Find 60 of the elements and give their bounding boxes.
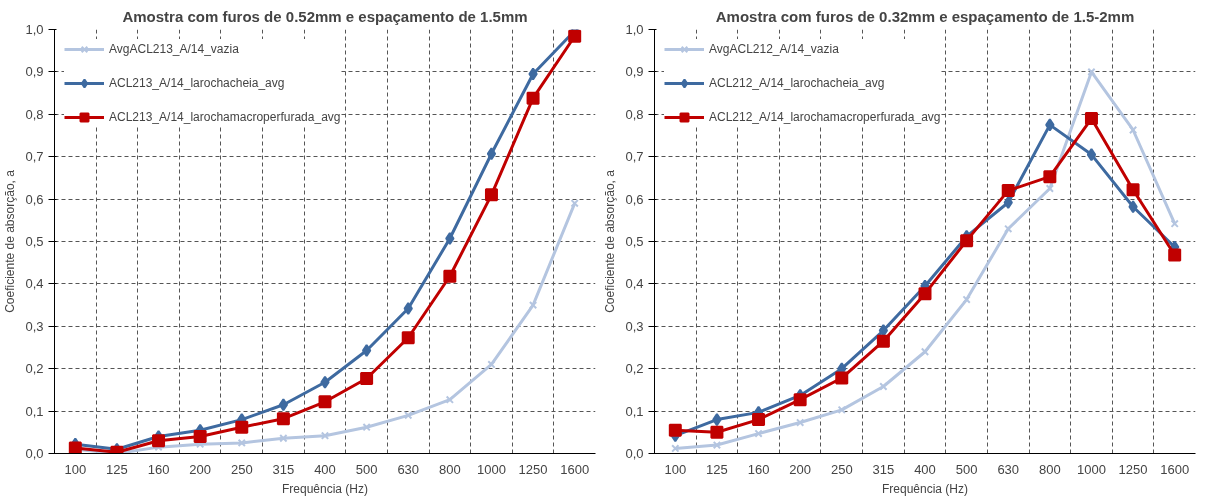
x-tick-label: 200 [789, 461, 812, 477]
y-tick-label: 0,5 [25, 234, 44, 249]
y-tick-label: 0,7 [25, 149, 44, 165]
y-tick-label: 0,1 [625, 403, 644, 419]
x-tick-label: 630 [997, 461, 1020, 477]
x-tick-label: 630 [397, 461, 420, 477]
x-tick-label: 1000 [1077, 461, 1106, 477]
y-tick-label: 0,6 [625, 191, 644, 207]
x-tick-label: 125 [706, 461, 728, 477]
x-tick-label: 100 [64, 461, 87, 477]
x-tick-label: 125 [106, 461, 128, 477]
x-tick-label: 100 [664, 461, 687, 477]
legend-label: AvgACL212_A/14_vazia [709, 42, 839, 56]
legend-label: ACL212_A/14_larochamacroperfurada_avg [709, 110, 941, 124]
x-tick-label: 315 [272, 461, 295, 477]
x-tick-label: 1000 [477, 461, 506, 477]
y-tick-label: 0,3 [625, 318, 644, 334]
x-tick-label: 800 [439, 461, 461, 477]
x-axis-title: Frequência (Hz) [281, 481, 369, 496]
x-tick-label: 160 [747, 461, 770, 477]
chart-title: Amostra com furos de 0.32mm e espaçamento de 1.5-2mm [715, 7, 1135, 25]
y-tick-label: 0,4 [25, 276, 44, 292]
x-tick-label: 160 [147, 461, 170, 477]
y-tick-label: 0,0 [625, 446, 644, 461]
y-tick-label: 0,9 [25, 64, 44, 80]
y-tick-label: 0,0 [25, 446, 44, 461]
y-tick-label: 1,0 [25, 22, 44, 37]
x-tick-label: 200 [189, 461, 212, 477]
y-tick-label: 0,6 [25, 191, 44, 207]
x-tick-label: 1600 [1160, 461, 1190, 477]
legend-label: ACL213_A/14_larochamacroperfurada_avg [109, 110, 341, 124]
x-tick-label: 315 [872, 461, 895, 477]
y-axis-title: Coeficiente de absorção, a [3, 169, 18, 313]
y-tick-label: 0,5 [625, 234, 644, 249]
chart-title: Amostra com furos de 0.52mm e espaçamento de 1.5mm [122, 7, 528, 25]
y-tick-label: 0,8 [25, 106, 44, 122]
x-tick-label: 400 [314, 461, 336, 477]
y-tick-label: 0,2 [25, 361, 44, 377]
legend-label: ACL213_A/14_larochacheia_avg [109, 76, 285, 90]
y-tick-label: 0,4 [625, 276, 644, 292]
x-tick-label: 1600 [560, 461, 590, 477]
x-tick-label: 800 [1039, 461, 1061, 477]
y-tick-label: 0,2 [625, 361, 644, 377]
x-tick-label: 1250 [518, 461, 548, 477]
y-tick-label: 0,9 [625, 64, 644, 80]
x-axis-title: Frequência (Hz) [881, 481, 969, 496]
y-tick-label: 0,1 [25, 403, 44, 419]
legend-label: ACL212_A/14_larochacheia_avg [709, 76, 885, 90]
x-tick-label: 250 [830, 461, 853, 477]
x-tick-label: 1250 [1118, 461, 1148, 477]
y-axis-title: Coeficiente de absorção, a [603, 169, 618, 313]
y-tick-label: 0,3 [25, 318, 44, 334]
y-tick-label: 0,7 [625, 149, 644, 165]
x-tick-label: 400 [914, 461, 936, 477]
legend-label: AvgACL213_A/14_vazia [109, 42, 239, 56]
x-tick-label: 500 [955, 461, 978, 477]
x-tick-label: 500 [355, 461, 378, 477]
y-tick-label: 1,0 [625, 22, 644, 37]
y-tick-label: 0,8 [625, 106, 644, 122]
x-tick-label: 250 [230, 461, 253, 477]
